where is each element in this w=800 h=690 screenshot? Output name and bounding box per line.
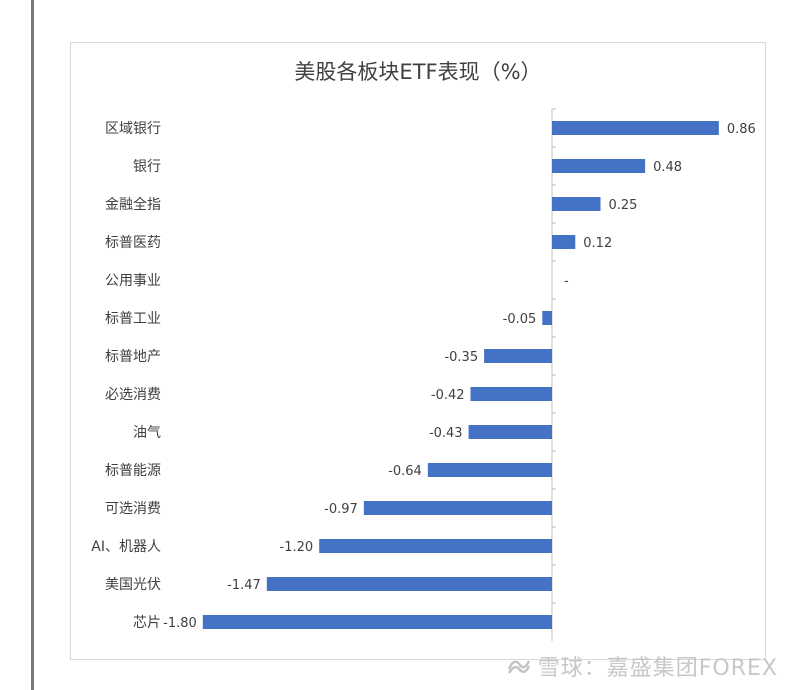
value-label: 0.25 [609, 198, 638, 213]
value-label: 0.12 [583, 236, 612, 251]
bar [552, 197, 601, 211]
bar [363, 501, 552, 515]
value-label: -0.43 [429, 426, 463, 441]
category-label: 必选消费 [105, 387, 161, 403]
category-label: 可选消费 [105, 501, 161, 517]
category-label: AI、机器人 [91, 539, 161, 555]
category-label: 芯片 [133, 615, 161, 631]
value-label: -0.64 [388, 464, 422, 479]
value-label: -1.20 [280, 540, 314, 555]
category-label: 标普工业 [105, 311, 161, 327]
bar [427, 463, 552, 477]
value-label: 0.86 [727, 122, 756, 137]
category-label: 金融全指 [105, 196, 161, 213]
category-label: 标普能源 [105, 463, 161, 479]
snowball-logo-icon [507, 660, 530, 674]
chart-frame [70, 42, 766, 660]
watermark: 雪球：嘉盛集团FOREX [506, 650, 778, 682]
bar [202, 615, 553, 629]
bar [266, 577, 552, 591]
chart-title: 美股各板块ETF表现（%） [294, 60, 542, 84]
category-label: 银行 [133, 159, 161, 175]
value-label: -0.35 [444, 350, 478, 365]
bar [484, 349, 552, 363]
value-label: -0.42 [431, 388, 465, 403]
bar [319, 539, 552, 553]
category-label: 美国光伏 [105, 577, 161, 593]
bar [468, 425, 552, 439]
category-label: 油气 [133, 425, 161, 441]
category-label: 标普地产 [105, 349, 161, 365]
value-label: -1.80 [163, 616, 197, 631]
category-label: 标普医药 [105, 235, 161, 251]
value-label: -0.05 [503, 312, 537, 327]
category-label: 区域银行 [105, 121, 161, 137]
bar [552, 121, 719, 135]
value-label: -0.97 [324, 502, 358, 517]
value-label: -1.47 [227, 578, 261, 593]
bar [470, 387, 552, 401]
bar [552, 159, 646, 173]
category-label: 公用事业 [105, 273, 161, 289]
left-border-rule [31, 0, 34, 690]
value-label: 0.48 [653, 160, 682, 175]
bar [552, 235, 576, 249]
value-label: - [564, 274, 569, 289]
bar [542, 311, 552, 325]
watermark-text: 雪球：嘉盛集团FOREX [537, 656, 778, 681]
